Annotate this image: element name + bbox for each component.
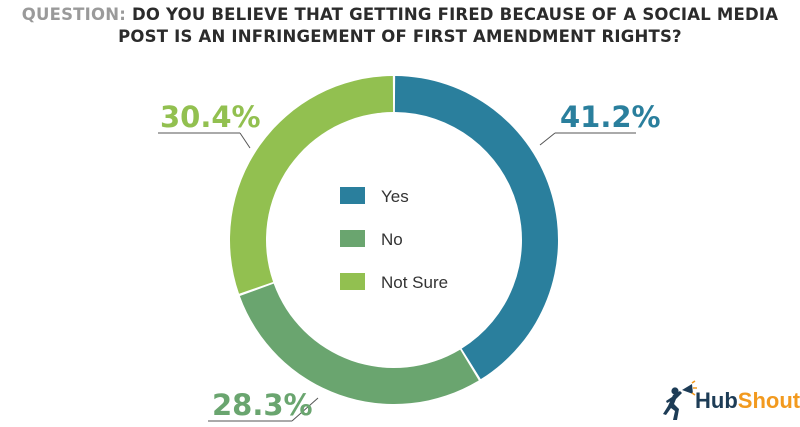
value-label-not-sure: 30.4%	[160, 100, 261, 134]
question-prefix: QUESTION:	[21, 5, 127, 24]
donut-slices	[230, 76, 558, 405]
value-label-no: 28.3%	[212, 388, 313, 422]
question-text-line-2: POST IS AN INFRINGEMENT OF FIRST AMENDME…	[118, 27, 682, 46]
chart-title: QUESTION: DO YOU BELIEVE THAT GETTING FI…	[0, 4, 800, 48]
question-text-line-1: DO YOU BELIEVE THAT GETTING FIRED BECAUS…	[131, 5, 779, 24]
leader-line-no	[291, 397, 319, 422]
value-label-yes: 41.2%	[560, 100, 661, 134]
legend-label-no: No	[381, 230, 403, 249]
legend-swatch-no	[340, 230, 365, 247]
chart-title-line-1: QUESTION: DO YOU BELIEVE THAT GETTING FI…	[0, 4, 800, 26]
logo-text-hub: Hub	[695, 388, 738, 413]
running-man-megaphone-icon	[663, 380, 697, 420]
legend-swatch-yes	[340, 187, 365, 204]
leader-lines	[158, 132, 636, 422]
slice-yes	[394, 76, 558, 380]
leader-line-not-sure	[239, 132, 251, 149]
percentage-labels: 41.2% 28.3% 30.4%	[160, 100, 661, 422]
legend-label-not-sure: Not Sure	[381, 273, 448, 292]
legend-swatch-not-sure	[340, 273, 365, 290]
hubshout-logo: HubShout	[658, 379, 800, 423]
leader-line-yes	[539, 132, 556, 146]
legend-label-yes: Yes	[381, 187, 409, 206]
logo-text-shout: Shout	[737, 388, 800, 413]
slice-not-sure	[230, 76, 394, 294]
logo-wordmark: HubShout	[695, 388, 800, 414]
slice-no	[239, 283, 479, 405]
legend: Yes No Not Sure	[340, 187, 448, 292]
